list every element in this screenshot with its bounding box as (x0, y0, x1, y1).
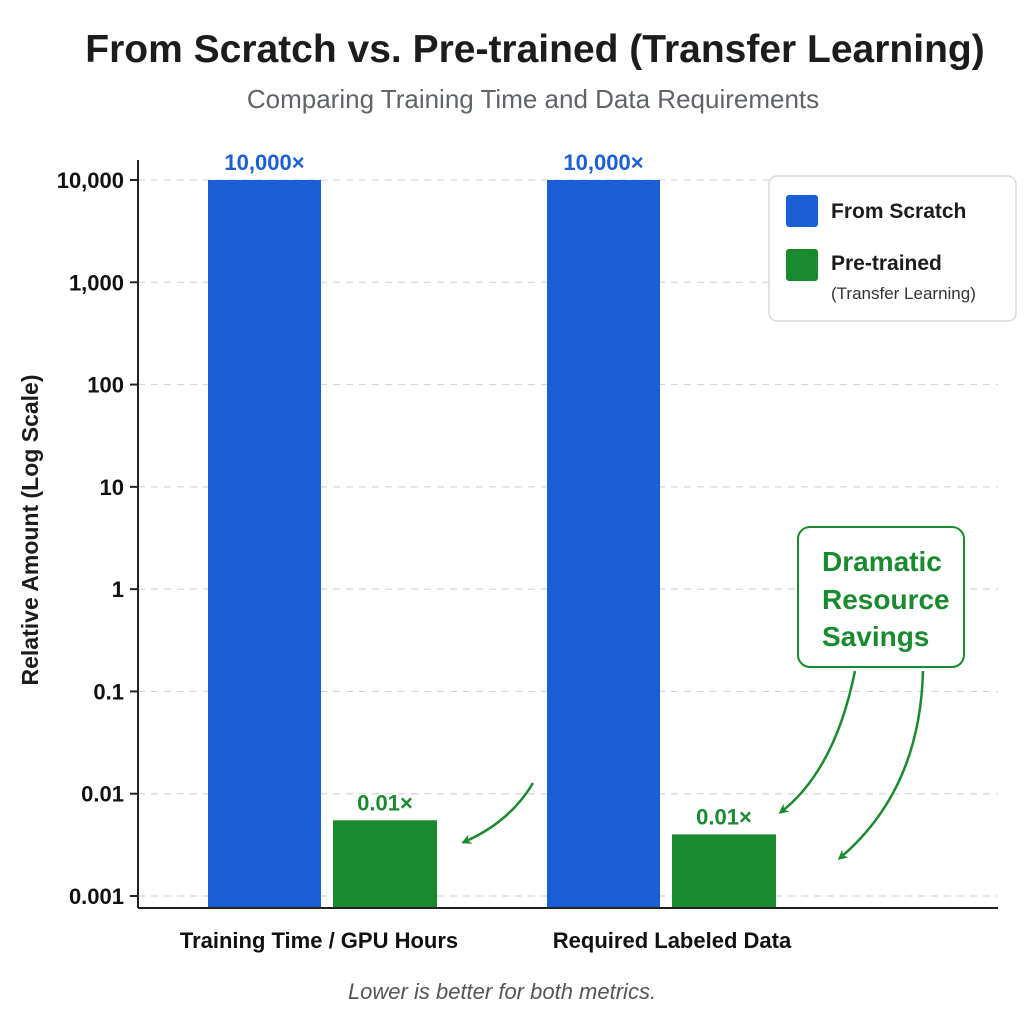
bar-pre-trained-required-labeled-data (672, 834, 776, 908)
y-tick-label-0-01: 0.01 (81, 782, 124, 807)
y-tick-label-10-000: 10,000 (57, 168, 124, 193)
bars (208, 180, 776, 908)
callout-arrow-2 (778, 670, 857, 814)
callout-line-3: Savings (822, 621, 929, 652)
y-tick-label-100: 100 (87, 373, 124, 398)
legend-label-from-scratch: From Scratch (831, 200, 966, 223)
callout-arrow-1 (461, 782, 535, 844)
data-labels: 10,000× 0.01× 10,000× 0.01× (224, 150, 751, 829)
category-label-labeled-data: Required Labeled Data (553, 928, 792, 953)
y-tick-label-1: 1 (112, 577, 124, 602)
legend: From Scratch Pre-trained (Transfer Learn… (768, 175, 1017, 322)
data-label-from-scratch-required-labeled-data: 10,000× (563, 150, 643, 175)
data-label-from-scratch-training-time-gpu-hours: 10,000× (224, 150, 304, 175)
category-label-training-time: Training Time / GPU Hours (180, 928, 458, 953)
y-tick-label-10: 10 (100, 475, 124, 500)
bar-from-scratch-required-labeled-data (547, 180, 660, 908)
footnote: Lower is better for both metrics. (348, 979, 656, 1004)
legend-sublabel-pre-trained: (Transfer Learning) (831, 284, 976, 303)
bar-pre-trained-training-time-gpu-hours (333, 820, 437, 908)
legend-label-pre-trained: Pre-trained (831, 252, 942, 275)
legend-swatch-pre-trained (786, 249, 818, 281)
callout-arrow-3 (837, 670, 925, 860)
y-axis-ticks: 10,000 1,000 100 10 1 0.1 0.01 0.001 (57, 168, 138, 909)
chart-title: From Scratch vs. Pre-trained (Transfer L… (85, 28, 984, 71)
data-label-pre-trained-required-labeled-data: 0.01× (696, 804, 752, 829)
callout-box (797, 526, 965, 668)
bar-from-scratch-training-time-gpu-hours (208, 180, 321, 908)
savings-callout: Dramatic Resource Savings (461, 526, 965, 860)
y-tick-label-0-001: 0.001 (69, 884, 124, 909)
callout-line-1: Dramatic (822, 546, 942, 577)
y-tick-label-1-000: 1,000 (69, 270, 124, 295)
legend-swatch-from-scratch (786, 195, 818, 227)
callout-line-2: Resource (822, 584, 950, 615)
data-label-pre-trained-training-time-gpu-hours: 0.01× (357, 790, 413, 815)
y-axis-label: Relative Amount (Log Scale) (17, 375, 43, 686)
chart-subtitle: Comparing Training Time and Data Require… (247, 84, 819, 114)
legend-box (768, 175, 1017, 322)
y-tick-label-0-1: 0.1 (93, 679, 124, 704)
